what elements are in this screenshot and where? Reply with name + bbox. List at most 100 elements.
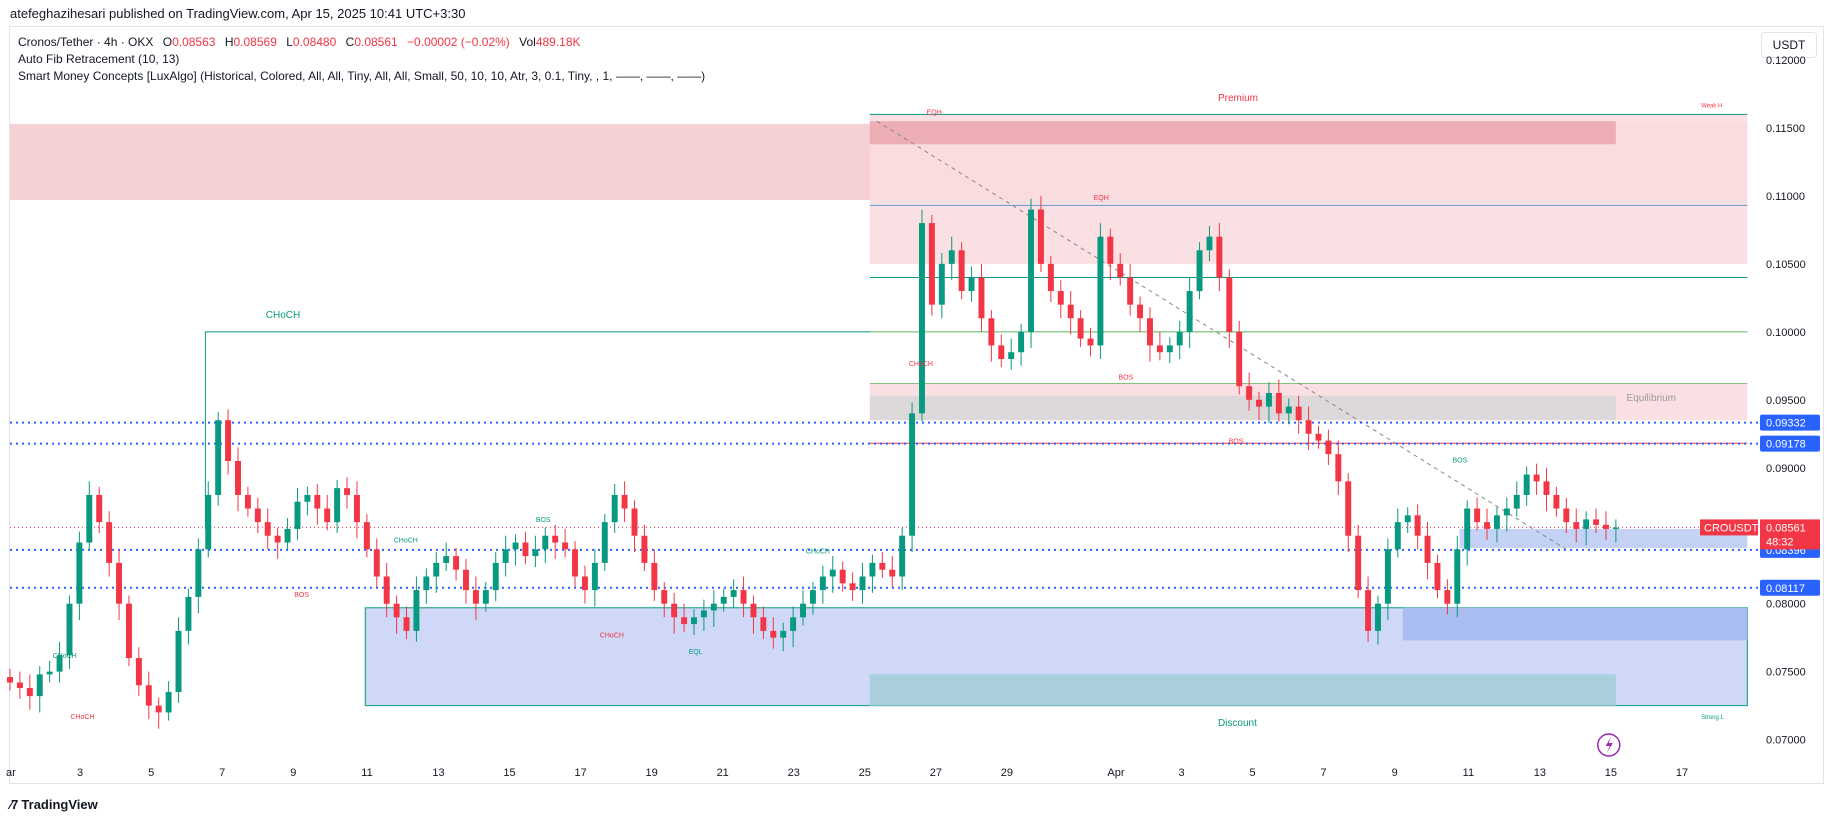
candle [1107,236,1114,264]
candle [463,569,469,591]
candle [1226,277,1233,332]
candle [1137,304,1144,319]
candle [1147,318,1153,346]
y-axis-tick-label: 0.07500 [1766,667,1806,679]
candle [1335,454,1342,482]
candle [740,590,747,604]
premium-zone-top [869,121,1616,145]
candle [1067,304,1074,319]
candle [849,583,856,591]
candle [1117,263,1124,278]
candle [1018,331,1025,353]
candle [581,576,588,591]
ohlc-row: Cronos/Tether · 4h · OKX O0.08563 H0.085… [18,34,705,51]
candle [839,569,846,584]
level-price-label: 0.09178 [1766,439,1806,451]
candle [205,494,212,550]
candle [373,549,380,577]
candle [1028,209,1035,332]
candle [423,576,430,591]
close-value: 0.08561 [354,35,398,49]
candle [948,250,955,264]
candle [671,603,678,618]
candle [641,535,648,563]
x-axis-tick-label: 13 [432,767,444,779]
candle [879,562,886,570]
candle [244,494,251,509]
candle [1047,263,1054,292]
indicator-smc[interactable]: Smart Money Concepts [LuxAlgo] (Historic… [18,69,706,83]
x-axis-tick-label: 23 [788,767,800,779]
last-price-tag [1760,519,1820,550]
candle [611,494,618,523]
level-price-tag [1760,435,1820,452]
candle [66,603,73,656]
candle [1612,527,1619,529]
symbol-tag-label: CROUSDT [1704,522,1759,534]
low-label: L [286,35,293,49]
tradingview-logo[interactable]: ⁄7 TradingView [10,797,98,812]
candle [1434,562,1441,591]
change-value: −0.00002 (−0.02%) [407,35,510,49]
candle [86,494,93,543]
y-axis-tick-label: 0.11000 [1766,191,1805,203]
candle [482,590,489,604]
chart-annotation: CHoCH [600,633,624,640]
currency-button[interactable]: USDT [1761,32,1817,58]
candle [800,603,807,618]
y-axis-tick-label: 0.12000 [1766,55,1806,67]
candle [165,692,172,713]
candle [1246,386,1253,400]
candle [938,263,945,305]
candle [998,345,1005,360]
candle [968,277,975,292]
candle [1087,338,1094,346]
candle [433,562,440,577]
candle [185,596,192,631]
candle [383,576,390,604]
candle [1216,236,1223,278]
chart-annotation: CHoCH [53,653,77,660]
candle [1008,352,1015,360]
candle [700,610,707,618]
x-axis-tick-label: 29 [1001,767,1013,779]
candle [522,542,529,557]
level-price-label: 0.08117 [1766,583,1805,595]
chart-annotation: EQH [1094,195,1109,202]
candle [591,562,598,591]
candle [1256,399,1262,407]
level-price-tag [1760,579,1820,596]
candle [294,501,301,529]
candle [710,603,717,611]
symbol-name[interactable]: Cronos/Tether · 4h · OKX [18,35,154,49]
candle [1543,481,1550,495]
equilibrium-zone [869,395,1616,421]
lightning-bolt [1605,737,1613,753]
x-axis-tick-label: 25 [859,767,871,779]
x-axis-tick-label: 17 [1676,767,1688,779]
publisher-line: atefeghazihesari published on TradingVie… [10,6,466,21]
candle [175,630,182,693]
candle [284,528,291,543]
x-axis-tick-label: 11 [361,767,372,779]
x-axis-tick-label: 17 [574,767,586,779]
candle [56,655,63,672]
candle [1474,508,1481,523]
candle [344,488,351,495]
open-label: O [162,35,173,49]
candle [919,223,925,414]
chart-annotation: CHoCH [909,361,933,368]
indicator-fib[interactable]: Auto Fib Retracement (10, 13) [18,52,180,66]
x-axis-tick-label: Apr [1107,767,1124,779]
candle [572,549,579,577]
candle [7,677,13,683]
candle [958,250,965,292]
candle [1355,535,1362,591]
candle [1127,277,1134,305]
chart-annotation: Premium [1218,93,1258,104]
candle [909,413,916,536]
chart-annotation: BOS [294,592,309,599]
candle [16,682,23,688]
level-price-label: 0.09332 [1766,418,1806,430]
